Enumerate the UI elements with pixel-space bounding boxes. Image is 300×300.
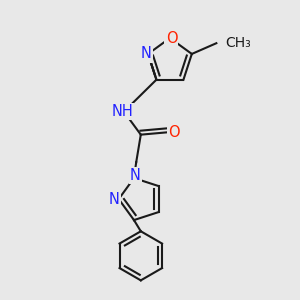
Text: O: O: [166, 31, 177, 46]
Text: CH₃: CH₃: [225, 36, 251, 50]
Text: N: N: [109, 192, 120, 207]
Text: O: O: [168, 125, 180, 140]
Text: N: N: [141, 46, 152, 62]
Text: N: N: [130, 168, 141, 183]
Text: NH: NH: [112, 104, 133, 119]
